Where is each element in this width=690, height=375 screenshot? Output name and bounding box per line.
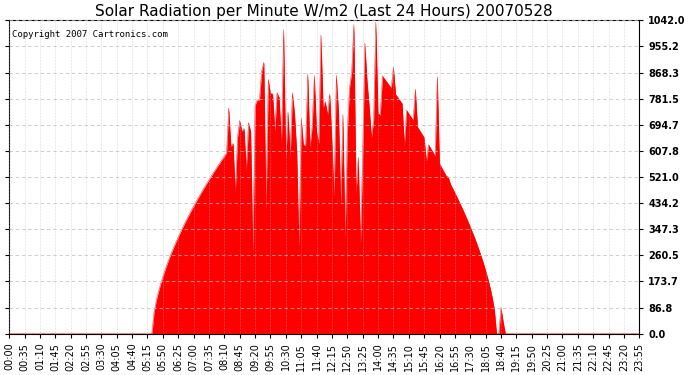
Text: Copyright 2007 Cartronics.com: Copyright 2007 Cartronics.com [12,30,168,39]
Title: Solar Radiation per Minute W/m2 (Last 24 Hours) 20070528: Solar Radiation per Minute W/m2 (Last 24… [95,4,553,19]
